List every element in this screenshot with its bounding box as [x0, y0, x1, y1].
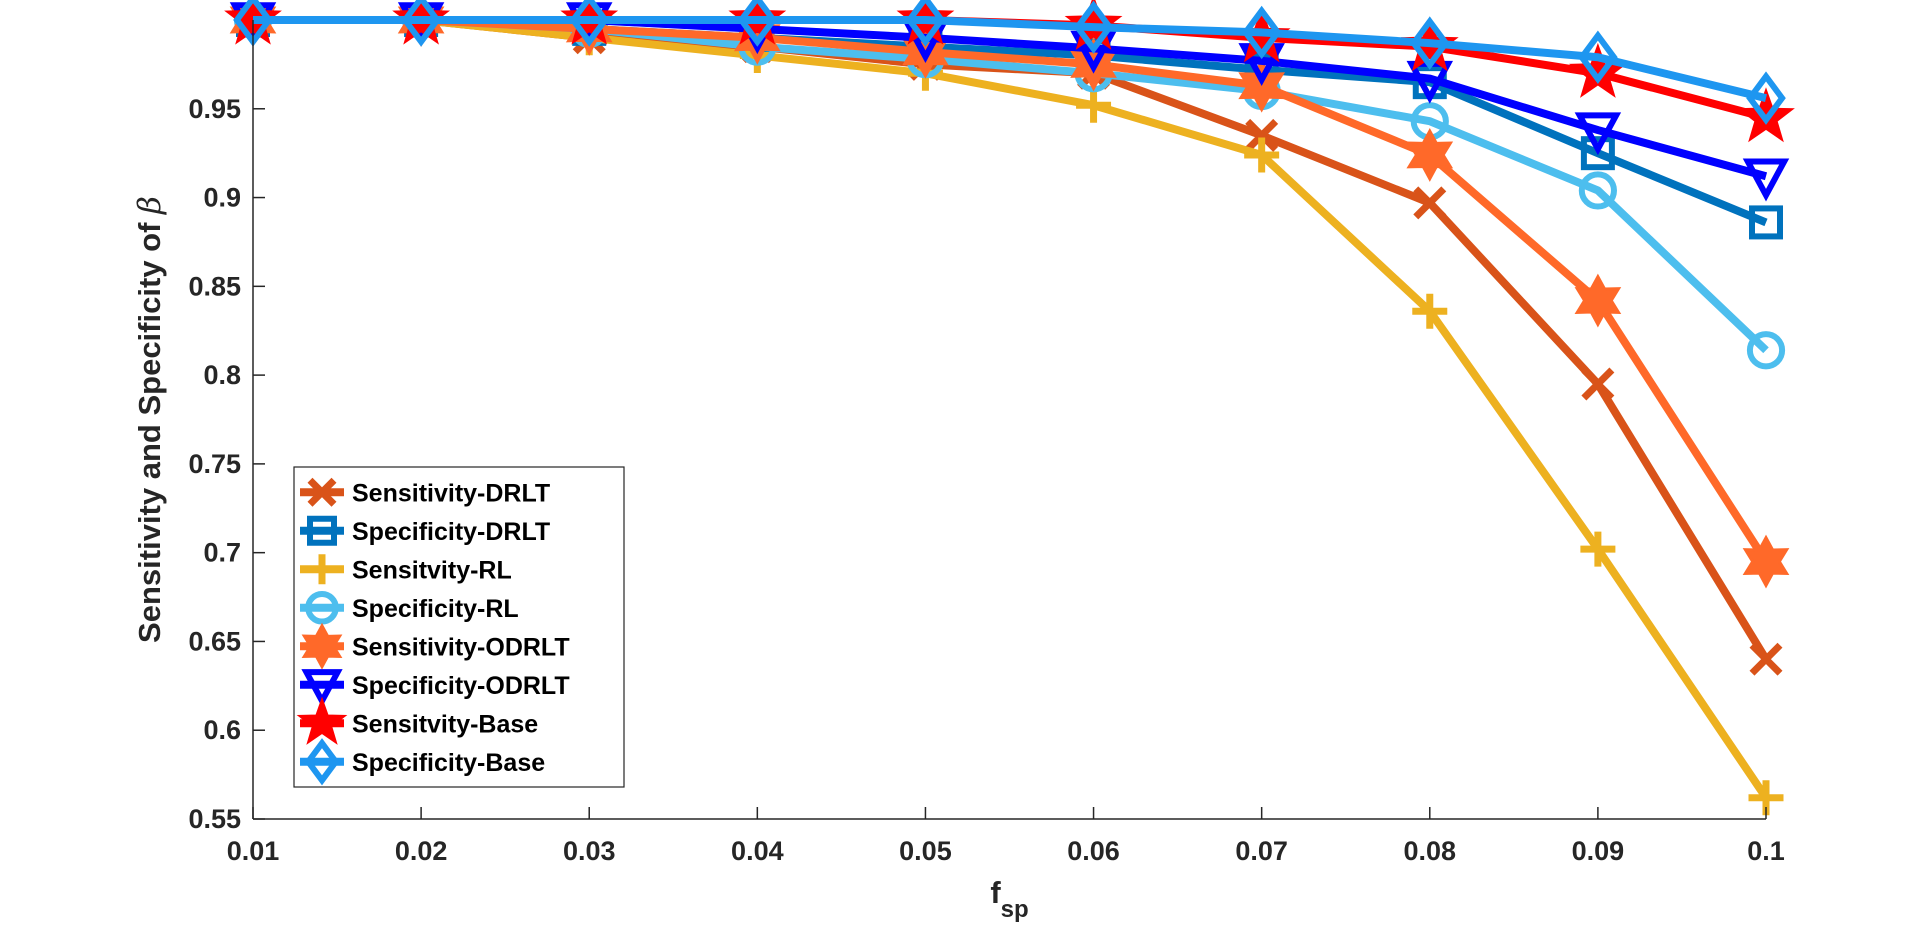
y-tick-label: 0.9	[203, 183, 241, 213]
data-point	[1406, 127, 1454, 182]
legend-label: Specificity-DRLT	[352, 518, 550, 546]
legend-label: Specificity-RL	[352, 595, 519, 623]
y-axis-title-symbol: β	[132, 196, 168, 215]
data-point	[1742, 534, 1790, 589]
x-axis-ticks: 0.01 0.02 0.03 0.04 0.05 0.06 0.07 0.08 0.09 0.1	[227, 807, 1785, 866]
data-point	[1749, 642, 1783, 676]
y-tick-label: 0.65	[188, 626, 241, 656]
legend-item: Sensitvity-RL	[300, 554, 512, 585]
x-axis-title-main: f	[990, 875, 1001, 910]
data-point	[569, 0, 610, 47]
legend-marker	[304, 738, 340, 786]
x-tick-label: 0.03	[563, 836, 616, 866]
legend-box	[293, 466, 625, 788]
data-point	[1578, 171, 1617, 210]
legend-marker	[301, 669, 343, 708]
legend-marker	[307, 554, 337, 585]
x-tick-label: 0.04	[731, 836, 784, 866]
data-point	[1076, 87, 1112, 123]
legend-item: Specificity-RL	[300, 590, 519, 625]
data-point	[1409, 16, 1450, 70]
y-tick-label: 0.75	[188, 449, 241, 479]
legend-marker	[307, 477, 337, 507]
series-line	[253, 16, 1770, 800]
data-point	[1580, 136, 1615, 171]
x-tick-label: 0.05	[899, 836, 952, 866]
x-tick-label: 0.06	[1067, 836, 1120, 866]
plot-area	[224, 0, 1795, 816]
x-tick-label: 0.02	[395, 836, 448, 866]
series-specificity-base	[233, 0, 1786, 125]
data-point	[1746, 71, 1786, 125]
data-point	[1749, 205, 1783, 240]
x-tick-label: 0.01	[227, 836, 280, 866]
y-tick-label: 0.8	[203, 360, 241, 390]
data-point	[1412, 293, 1448, 329]
legend-item: Sensitvity-Base	[296, 696, 538, 745]
data-point	[1742, 158, 1790, 202]
x-tick-label: 0.07	[1235, 836, 1288, 866]
legend-label: Sensitvity-RL	[352, 556, 512, 584]
data-point	[1580, 531, 1616, 567]
legend-item: Sensitivity-ODRLT	[300, 622, 570, 670]
y-tick-label: 0.55	[188, 804, 241, 834]
data-point	[905, 0, 946, 47]
legend-label: Specificity-Base	[352, 749, 545, 777]
x-axis-title: fsp	[990, 875, 1028, 923]
legend-marker	[296, 696, 348, 745]
data-point	[1578, 30, 1618, 85]
legend-item: Sensitivity-DRLT	[300, 477, 550, 507]
legend-label: Sensitivity-ODRLT	[352, 633, 570, 661]
y-tick-label: 0.95	[188, 94, 241, 124]
data-point	[1581, 367, 1615, 401]
data-point	[737, 0, 778, 47]
data-point	[1746, 331, 1786, 370]
x-tick-label: 0.1	[1747, 836, 1785, 866]
data-point	[401, 0, 441, 47]
y-tick-label: 0.85	[188, 271, 241, 301]
data-point	[1244, 137, 1280, 173]
axes	[252, 20, 1766, 820]
data-point	[1241, 5, 1282, 60]
data-point	[1574, 273, 1622, 328]
legend-label: Specificity-ODRLT	[352, 672, 570, 700]
x-tick-label: 0.09	[1572, 836, 1625, 866]
data-point	[1245, 118, 1279, 152]
y-axis-title-text: Sensitivity and Specificity of	[132, 214, 167, 643]
y-axis-ticks: 0.55 0.6 0.65 0.7 0.75 0.8 0.85 0.9 0.95	[188, 94, 265, 834]
series-line	[253, 16, 1767, 103]
legend-item: Specificity-Base	[300, 738, 545, 786]
series-line	[253, 16, 1770, 564]
data-point	[1574, 112, 1622, 156]
y-tick-label: 0.7	[203, 538, 241, 568]
legend-label: Sensitivity-DRLT	[352, 479, 550, 507]
y-axis-title: Sensitivity and Specificity of β	[132, 196, 168, 643]
legend: Sensitivity-DRLT Specificity-DRLT Sensitvi…	[293, 466, 625, 788]
y-tick-label: 0.6	[203, 715, 241, 745]
legend-label: Sensitvity-Base	[352, 710, 538, 738]
x-tick-label: 0.08	[1403, 836, 1456, 866]
data-point	[1413, 186, 1447, 220]
x-axis-title-subscript: sp	[1001, 896, 1029, 923]
legend-item: Specificity-DRLT	[300, 515, 550, 546]
data-point	[1073, 0, 1114, 54]
legend-marker	[305, 590, 339, 625]
legend-item: Specificity-ODRLT	[300, 669, 570, 708]
legend-marker	[307, 515, 337, 546]
legend-marker	[301, 622, 343, 670]
